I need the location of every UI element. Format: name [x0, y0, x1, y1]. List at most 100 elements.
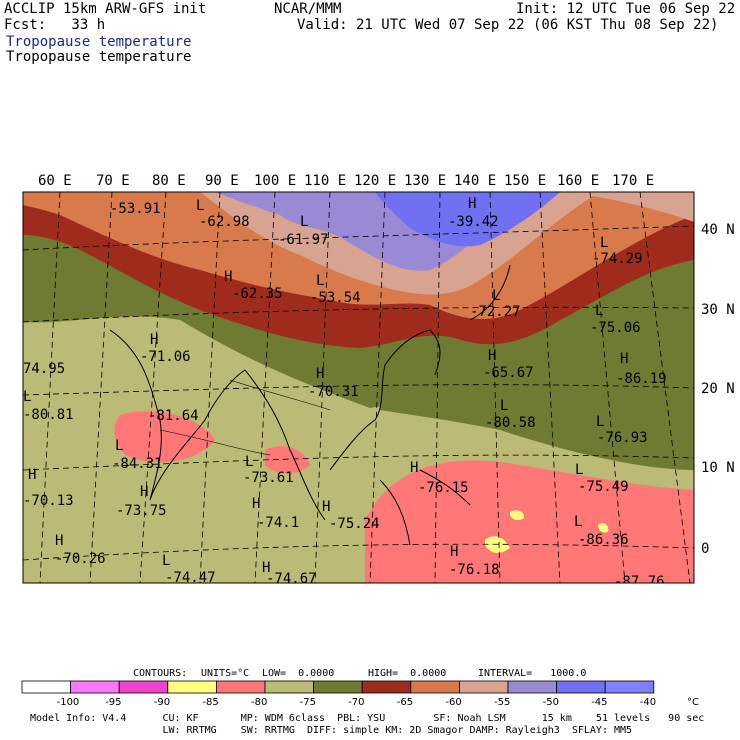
extrema-markers: -53.91 L -62.98 L -61.97 H -39.42 L -74.…: [23, 196, 667, 590]
legend-label: -45: [591, 697, 607, 708]
marker-letter: L: [492, 288, 500, 304]
marker-value: -70.13: [23, 493, 74, 509]
marker-value: -75.06: [590, 320, 641, 336]
marker-letter: H: [55, 533, 63, 549]
valid-time: Valid: 21 UTC Wed 07 Sep 22 (06 KST Thu …: [297, 17, 719, 33]
marker-value: -39.42: [448, 214, 499, 230]
marker-letter: H: [316, 366, 324, 382]
map-frame: [22, 191, 695, 584]
shade-pink-south: [365, 460, 694, 583]
lon-label: 80 E: [152, 173, 186, 189]
legend-swatch: [167, 680, 217, 694]
marker-letter: H: [468, 196, 476, 212]
marker-value: -61.97: [278, 232, 329, 248]
lat-label: 10 N: [701, 460, 735, 476]
legend-label: -90: [154, 697, 170, 708]
marker-letter: L: [575, 462, 583, 478]
legend-label: -40: [640, 697, 656, 708]
model-info-line1: Model Info: V4.4 CU: KF MP: WDM 6class P…: [30, 713, 705, 724]
marker-value: -65.67: [483, 365, 534, 381]
marker-value: -84.31: [112, 456, 163, 472]
units-label: UNITS=°C: [201, 668, 250, 679]
lon-label: 150 E: [504, 173, 546, 189]
field-title: Tropopause temperature: [6, 49, 192, 65]
model-info-line2: LW: RRTMG SW: RRTMG DIFF: simple KM: 2D …: [30, 725, 633, 736]
legend-label: -95: [105, 697, 121, 708]
legend-swatch: [458, 680, 509, 694]
legend-label: -75: [300, 697, 316, 708]
legend-label: -70: [348, 697, 364, 708]
marker-letter: H: [488, 348, 496, 364]
coastline: [109, 264, 511, 521]
marker-value: -76.15: [418, 480, 469, 496]
interval-label: INTERVAL= 1000.0: [478, 668, 587, 679]
legend-label: -60: [445, 697, 461, 708]
legend-swatch: [118, 680, 169, 694]
marker-letter: L: [316, 273, 324, 289]
lon-label: 170 E: [612, 173, 654, 189]
lon-label: 120 E: [354, 173, 396, 189]
marker-letter: L: [596, 414, 604, 430]
islands: [379, 469, 471, 546]
field-shading: -53.91 L -62.98 L -61.97 H -39.42 L -74.…: [23, 192, 694, 590]
legend-swatch: [215, 680, 266, 694]
marker-letter: L: [595, 303, 603, 319]
lon-label: 160 E: [557, 173, 599, 189]
borders: [159, 379, 331, 456]
marker-value: -87.76: [614, 574, 665, 590]
high-label: HIGH= 0.0000: [368, 668, 447, 679]
legend-swatch: [361, 680, 412, 694]
low-label: LOW= 0.0000: [262, 668, 335, 679]
forecast-hour: Fcst: 33 h: [4, 17, 106, 33]
shade-tan-ne: [570, 192, 694, 222]
latlon-grid: [23, 192, 694, 583]
marker-value: -80.58: [485, 415, 536, 431]
marker-letter: H: [28, 467, 36, 483]
marker-letter: H: [262, 560, 270, 576]
shade-yellow-3: [598, 523, 609, 533]
marker-value: -62.35: [232, 286, 283, 302]
marker-value: -86.19: [616, 371, 667, 387]
legend-label: -65: [397, 697, 413, 708]
shade-blue: [375, 192, 560, 247]
lon-label: 90 E: [205, 173, 239, 189]
legend-label: -50: [543, 697, 559, 708]
legend-unit: °C: [687, 697, 699, 708]
marker-value: -70.26: [55, 551, 106, 567]
lat-label: 40 N: [701, 222, 735, 238]
legend-swatch: [70, 680, 120, 694]
longitude-labels: 60 E 70 E 80 E 90 E 100 E 110 E 120 E 13…: [38, 173, 654, 189]
marker-value: -70.31: [308, 384, 359, 400]
marker-value: -74.67: [266, 571, 317, 587]
marker-letter: L: [574, 514, 582, 530]
marker-letter: L: [245, 454, 253, 470]
marker-letter: H: [450, 544, 458, 560]
marker-letter: L: [600, 235, 608, 251]
legend-swatch: [507, 680, 557, 694]
legend-label: -85: [202, 697, 218, 708]
marker-letter: L: [196, 198, 204, 214]
marker-value: -76.93: [597, 430, 648, 446]
marker-value: -53.91: [110, 201, 161, 217]
center-label: NCAR/MMM: [274, 1, 342, 17]
marker-value: -76.18: [449, 562, 500, 578]
lat-label: 0: [701, 541, 709, 557]
lon-label: 100 E: [254, 173, 296, 189]
shade-pink-west: [114, 411, 215, 463]
legend-label: -55: [494, 697, 510, 708]
color-legend: -100 -95 -90 -85 -80 -75 -70 -65 -60 -55 -50 -45 -40…: [21, 680, 699, 708]
lon-label: 130 E: [404, 173, 446, 189]
marker-letter: L: [23, 389, 31, 405]
marker-letter: L: [500, 398, 508, 414]
lon-label: 60 E: [38, 173, 72, 189]
marker-value: 74.95: [23, 361, 65, 377]
marker-letter: H: [620, 351, 628, 367]
legend-swatch: [604, 680, 655, 694]
model-title: ACCLIP 15km ARW-GFS init: [4, 1, 207, 17]
marker-value: -72.27: [470, 304, 521, 320]
shade-olive-2: [380, 377, 694, 470]
marker-value: -71.06: [140, 349, 191, 365]
lon-label: 140 E: [454, 173, 496, 189]
shade-pink-indochina: [265, 445, 310, 474]
